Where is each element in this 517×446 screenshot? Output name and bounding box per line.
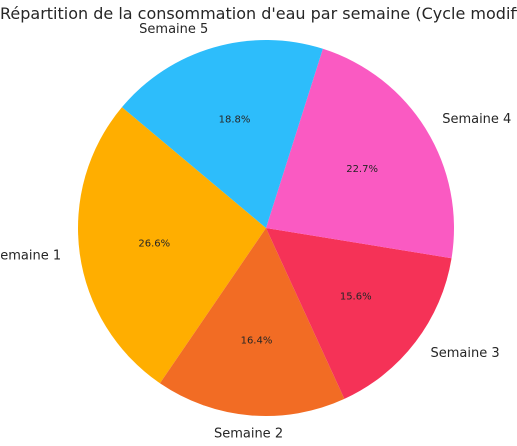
pie-slice-4-percent: 22.7% [346, 164, 378, 175]
pie-slice-2-percent: 16.4% [241, 335, 273, 346]
chart-title: Répartition de la consommation d'eau par… [0, 4, 517, 23]
pie-slice-1-percent: 26.6% [138, 238, 170, 249]
pie-slice-2 [159, 228, 345, 416]
pie-slice-3-percent: 15.6% [340, 291, 372, 302]
pie-slice-5 [121, 40, 323, 229]
pie-slice-2-label: Semaine 2 [214, 427, 283, 442]
pie-slice-5-percent: 18.8% [219, 115, 251, 126]
pie-slice-1 [78, 107, 266, 384]
pie-slice-4 [266, 48, 454, 259]
pie-slice-4-label: Semaine 4 [442, 112, 511, 127]
pie-slice-5-label: Semaine 5 [139, 22, 208, 37]
pie-slice-3-label: Semaine 3 [430, 346, 499, 361]
pie-slice-3 [266, 228, 452, 399]
pie-slice-1-label: Semaine 1 [0, 249, 61, 264]
